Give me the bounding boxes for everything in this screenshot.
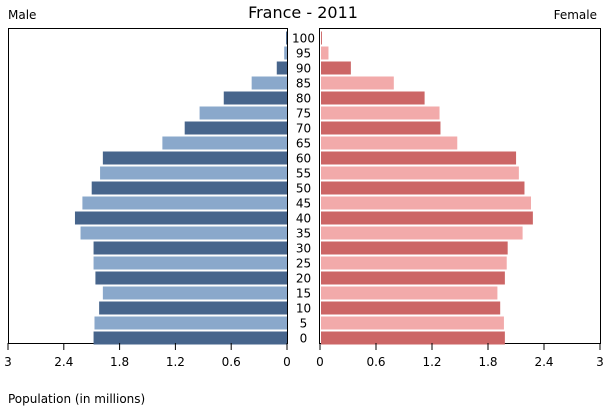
age-label-20: 20 bbox=[296, 272, 311, 286]
male-bar-age-10 bbox=[99, 301, 287, 315]
female-bar-age-60 bbox=[321, 151, 517, 165]
male-x-tick-label: 3 bbox=[4, 355, 12, 369]
male-bar-age-75 bbox=[199, 106, 287, 120]
age-label-25: 25 bbox=[296, 257, 311, 271]
male-x-tick-label: 0.6 bbox=[222, 355, 241, 369]
age-label-45: 45 bbox=[296, 197, 311, 211]
age-label-55: 55 bbox=[296, 167, 311, 181]
female-bar-age-15 bbox=[321, 286, 498, 300]
female-bar-age-10 bbox=[321, 301, 501, 315]
male-bar-age-90 bbox=[276, 61, 287, 75]
male-bars bbox=[74, 31, 288, 345]
female-x-tick-label: 0.6 bbox=[366, 355, 385, 369]
age-label-35: 35 bbox=[296, 227, 311, 241]
female-x-tick-label: 1.8 bbox=[478, 355, 497, 369]
female-bar-age-95 bbox=[321, 46, 329, 60]
male-bar-age-80 bbox=[223, 91, 287, 105]
male-bar-age-25 bbox=[93, 256, 287, 270]
male-x-tick-label: 1.2 bbox=[166, 355, 185, 369]
age-label-60: 60 bbox=[296, 152, 311, 166]
male-bar-age-55 bbox=[100, 166, 287, 180]
male-bar-age-60 bbox=[102, 151, 287, 165]
age-label-70: 70 bbox=[296, 122, 311, 136]
x-axis-title: Population (in millions) bbox=[8, 392, 145, 406]
male-bar-age-85 bbox=[251, 76, 287, 90]
chart-title: France - 2011 bbox=[248, 3, 358, 22]
female-bar-age-0 bbox=[321, 331, 505, 345]
male-bar-age-45 bbox=[82, 196, 288, 210]
male-x-tick-label: 1.8 bbox=[110, 355, 129, 369]
female-x-tick-label: 1.2 bbox=[422, 355, 441, 369]
male-bar-age-35 bbox=[80, 226, 287, 240]
age-label-5: 5 bbox=[300, 317, 308, 331]
female-x-tick-label: 2.4 bbox=[534, 355, 553, 369]
female-bar-age-100 bbox=[321, 31, 322, 45]
age-label-50: 50 bbox=[296, 182, 311, 196]
male-bar-age-100 bbox=[286, 31, 287, 45]
male-bar-age-65 bbox=[162, 136, 287, 150]
female-side-label: Female bbox=[554, 8, 597, 22]
male-bar-age-20 bbox=[95, 271, 287, 285]
age-label-80: 80 bbox=[296, 92, 311, 106]
female-x-tick-label: 3 bbox=[596, 355, 604, 369]
male-x-tick-label: 0 bbox=[283, 355, 291, 369]
female-x-tick-label: 0 bbox=[316, 355, 324, 369]
female-bar-age-75 bbox=[321, 106, 440, 120]
male-side-label: Male bbox=[8, 8, 36, 22]
female-bar-age-80 bbox=[321, 91, 425, 105]
female-bar-age-85 bbox=[321, 76, 394, 90]
female-bars bbox=[321, 31, 533, 345]
age-label-10: 10 bbox=[296, 302, 311, 316]
female-bar-age-50 bbox=[321, 181, 525, 195]
age-group-labels: 0510152025303540455055606570758085909510… bbox=[292, 32, 315, 346]
female-bar-age-40 bbox=[321, 211, 533, 225]
age-label-0: 0 bbox=[300, 332, 308, 346]
male-bar-age-5 bbox=[94, 316, 288, 330]
age-label-15: 15 bbox=[296, 287, 311, 301]
female-bar-age-65 bbox=[321, 136, 458, 150]
female-bar-age-55 bbox=[321, 166, 519, 180]
x-axis: 3 2.4 1.8 1.2 0.6 0 0 0.6 1.2 1.8 2.4 3 bbox=[4, 343, 604, 369]
female-bar-age-5 bbox=[321, 316, 504, 330]
female-bar-age-90 bbox=[321, 61, 351, 75]
male-bar-age-40 bbox=[74, 211, 288, 225]
age-label-95: 95 bbox=[296, 47, 311, 61]
age-label-75: 75 bbox=[296, 107, 311, 121]
male-bar-age-70 bbox=[184, 121, 287, 135]
age-label-40: 40 bbox=[296, 212, 311, 226]
male-bar-age-15 bbox=[102, 286, 287, 300]
age-label-90: 90 bbox=[296, 62, 311, 76]
age-label-85: 85 bbox=[296, 77, 311, 91]
female-bar-age-35 bbox=[321, 226, 523, 240]
female-bar-age-20 bbox=[321, 271, 505, 285]
male-bar-age-50 bbox=[91, 181, 287, 195]
age-label-65: 65 bbox=[296, 137, 311, 151]
female-bar-age-70 bbox=[321, 121, 441, 135]
female-bar-age-30 bbox=[321, 241, 508, 255]
male-bar-age-0 bbox=[93, 331, 287, 345]
female-bar-age-25 bbox=[321, 256, 507, 270]
age-label-100: 100 bbox=[292, 32, 315, 46]
male-x-tick-label: 2.4 bbox=[54, 355, 73, 369]
male-bar-age-95 bbox=[284, 46, 287, 60]
age-label-30: 30 bbox=[296, 242, 311, 256]
female-bar-age-45 bbox=[321, 196, 531, 210]
male-bar-age-30 bbox=[93, 241, 287, 255]
